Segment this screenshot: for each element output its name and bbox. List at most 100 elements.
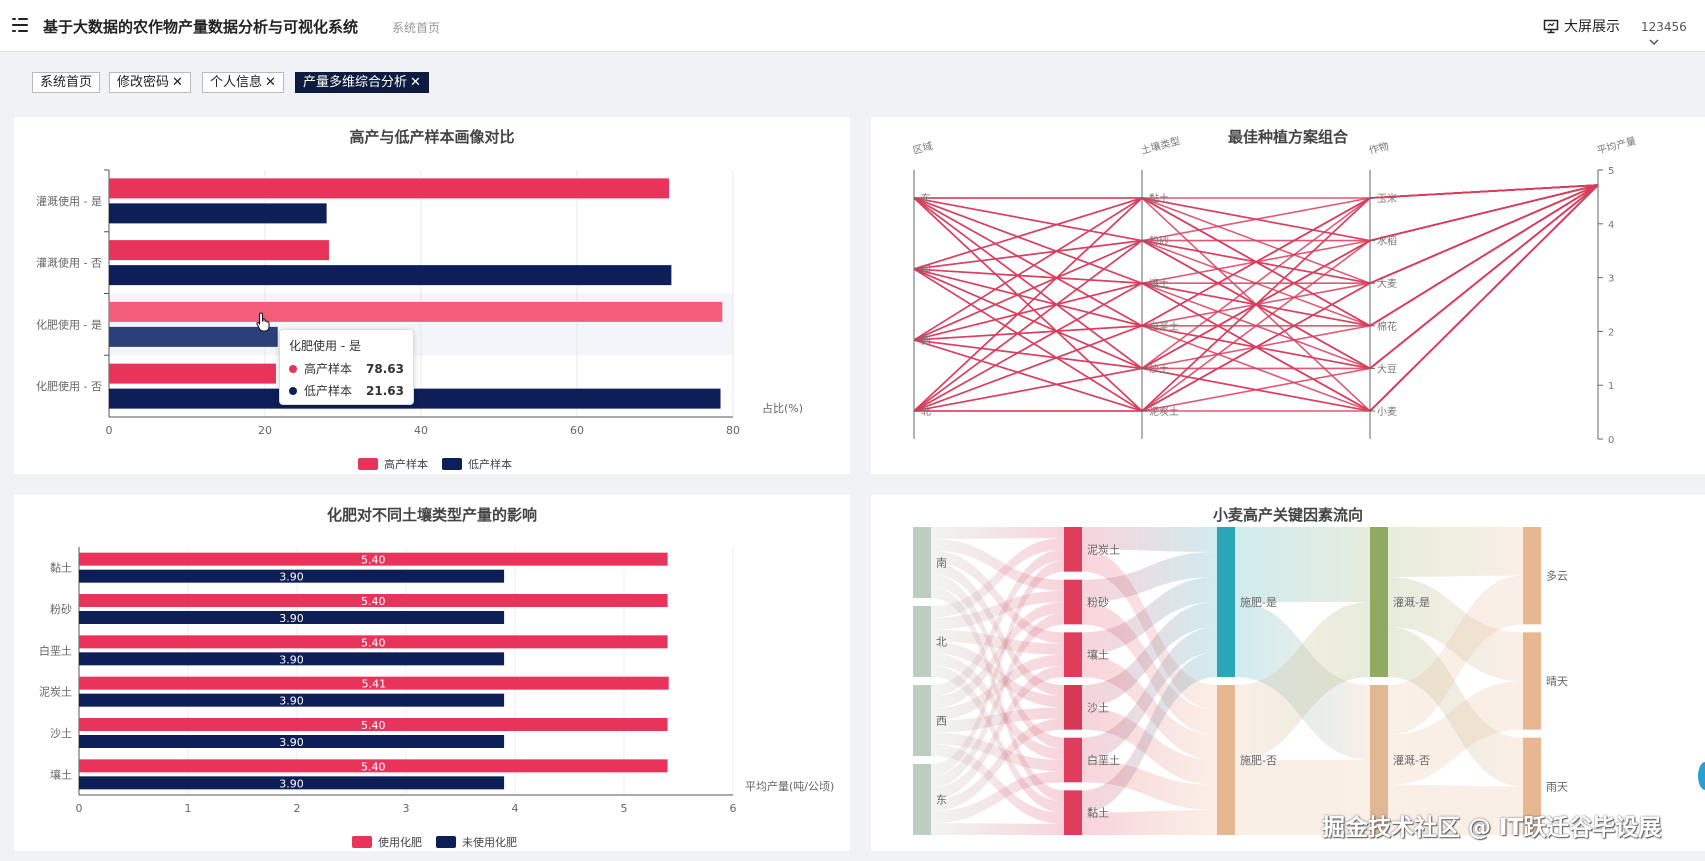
sankey-node-label: 壤土 bbox=[1087, 648, 1109, 662]
sankey-node-label: 北 bbox=[936, 636, 947, 649]
panel-fertilizer-soil: 化肥对不同土壤类型产量的影响 0 1 2 3 4 5 6 平均产量(吨/公顷) 黏土 5.40 3.… bbox=[14, 495, 850, 851]
y-tick-label: 化肥使用 - 是 bbox=[36, 317, 102, 331]
bar-data-label: 5.40 bbox=[361, 760, 386, 773]
sankey-flow bbox=[931, 538, 1064, 618]
bar-data-label: 3.90 bbox=[279, 695, 304, 708]
menu-toggle-icon[interactable] bbox=[12, 18, 28, 32]
tab-personal-info[interactable]: 个人信息 ✕ bbox=[202, 72, 284, 93]
sankey-node-label: 施肥-否 bbox=[1240, 754, 1277, 767]
user-menu[interactable]: 123456 bbox=[1641, 20, 1705, 48]
sankey-node-label: 灌溉-否 bbox=[1393, 754, 1430, 767]
tab-label: 产量多维综合分析 bbox=[303, 75, 408, 90]
sankey-flow bbox=[931, 574, 1064, 749]
fertilizer-soil-chart: 0 1 2 3 4 5 6 平均产量(吨/公顷) 黏土 5.40 3.90 粉砂 5.40 3.90 白垩土… bbox=[39, 547, 834, 815]
sankey-node bbox=[1370, 685, 1388, 835]
y-tick-label: 灌溉使用 - 是 bbox=[36, 195, 102, 208]
sankey-node-label: 雨天 bbox=[1546, 780, 1568, 793]
tooltip-row: 高产样本 78.63 bbox=[289, 360, 404, 377]
sankey-node-label: 泥炭土 bbox=[1087, 543, 1120, 556]
value-tick-label: 4 bbox=[1608, 220, 1614, 231]
close-icon[interactable]: ✕ bbox=[410, 75, 421, 90]
bar-data-label: 3.90 bbox=[279, 777, 304, 790]
monitor-icon bbox=[1543, 19, 1559, 33]
bar-data-label: 5.40 bbox=[361, 595, 386, 608]
axis-name: 区域 bbox=[911, 139, 934, 157]
tab-label: 修改密码 bbox=[117, 75, 170, 90]
bar bbox=[109, 363, 276, 384]
chart-legend: 使用化肥 未使用化肥 bbox=[352, 834, 517, 850]
bar-data-label: 3.90 bbox=[279, 736, 304, 749]
category-label: 白垩土 bbox=[1149, 320, 1179, 333]
close-icon[interactable]: ✕ bbox=[172, 75, 183, 90]
sankey-flow bbox=[1082, 627, 1217, 760]
bar bbox=[109, 265, 672, 286]
panel-wheat-sankey: 小麦高产关键因素流向 南北西东 泥炭土 粉砂 壤土 沙土 白垩土 黏土 施肥-是 施肥-否 灌溉-… bbox=[871, 495, 1705, 851]
bar bbox=[109, 178, 670, 199]
sankey-flow bbox=[1388, 627, 1523, 787]
sankey-node bbox=[1523, 527, 1541, 625]
sankey-flow bbox=[1082, 652, 1217, 813]
tab-yield-analysis[interactable]: 产量多维综合分析 ✕ bbox=[295, 72, 429, 93]
tab-home[interactable]: 系统首页 bbox=[32, 72, 101, 93]
sankey-flow bbox=[931, 718, 1064, 812]
bar bbox=[79, 735, 505, 748]
category-label: 玉米 bbox=[1377, 192, 1397, 205]
category-label: 壤土 bbox=[1149, 277, 1169, 290]
sankey-flow bbox=[931, 653, 1064, 760]
y-tick-label: 黏土 bbox=[50, 561, 72, 575]
axis-name: 土壤类型 bbox=[1139, 134, 1181, 157]
floating-help-button[interactable] bbox=[1698, 762, 1705, 790]
sankey-flow bbox=[1082, 760, 1217, 810]
sankey-node-label: 晴天 bbox=[1546, 675, 1568, 688]
category-label: 沙土 bbox=[1149, 362, 1169, 375]
series-line bbox=[913, 184, 1599, 242]
chart-tooltip: 化肥使用 - 是 高产样本 78.63 低产样本 21.63 bbox=[279, 329, 414, 405]
tooltip-series-name: 高产样本 bbox=[304, 362, 353, 376]
legend-label[interactable]: 使用化肥 bbox=[378, 836, 422, 849]
sankey-flow bbox=[931, 744, 1064, 824]
y-tick-label: 白垩土 bbox=[39, 643, 72, 657]
bar bbox=[79, 676, 669, 690]
bar-data-label: 5.40 bbox=[361, 554, 386, 567]
sankey-node bbox=[913, 606, 931, 677]
sankey-flow bbox=[931, 602, 1064, 709]
x-tick-label: 3 bbox=[403, 802, 410, 815]
axis-name: 平均产量 bbox=[1595, 134, 1637, 157]
big-screen-label: 大屏展示 bbox=[1564, 19, 1620, 35]
category-label: 水稻 bbox=[1377, 236, 1397, 248]
sankey-node bbox=[1064, 579, 1082, 625]
legend-label[interactable]: 高产样本 bbox=[384, 458, 428, 471]
chart-title: 最佳种植方案组合 bbox=[1227, 128, 1348, 146]
sankey-flow bbox=[931, 771, 1064, 824]
legend-label[interactable]: 低产样本 bbox=[468, 458, 512, 471]
sankey-flow bbox=[931, 590, 1064, 630]
top-header: 基于大数据的农作物产量数据分析与可视化系统 系统首页 大屏展示 123456 bbox=[0, 0, 1705, 52]
sankey-node bbox=[1064, 527, 1082, 572]
category-label: 东 bbox=[921, 192, 931, 205]
legend-swatch bbox=[352, 836, 372, 848]
sankey-flow bbox=[1388, 681, 1523, 785]
close-icon[interactable]: ✕ bbox=[265, 75, 276, 90]
sankey-flow bbox=[931, 665, 1064, 800]
sankey-node bbox=[1523, 737, 1541, 835]
sankey-flow bbox=[1235, 602, 1370, 760]
sankey-node-label: 西 bbox=[936, 715, 947, 728]
value-tick-label: 5 bbox=[1608, 166, 1614, 177]
sankey-flow bbox=[1082, 552, 1217, 602]
category-label: 黏土 bbox=[1149, 192, 1169, 205]
sankey-node bbox=[1064, 790, 1082, 835]
bar bbox=[109, 240, 329, 261]
panel-high-low-profile: 高产与低产样本画像对比 0 20 40 60 80 占比(%) 灌溉使用 - 是灌溉使用 -… bbox=[14, 117, 850, 474]
axis-name: 作物 bbox=[1367, 139, 1390, 157]
tab-change-password[interactable]: 修改密码 ✕ bbox=[109, 72, 191, 93]
x-tick-label: 2 bbox=[294, 802, 301, 815]
value-tick-label: 1 bbox=[1608, 381, 1614, 392]
value-tick-label: 3 bbox=[1608, 274, 1614, 285]
value-tick-label: 2 bbox=[1608, 327, 1614, 338]
legend-label[interactable]: 未使用化肥 bbox=[462, 836, 517, 849]
big-screen-button[interactable]: 大屏展示 bbox=[1543, 16, 1620, 36]
breadcrumb[interactable]: 系统首页 bbox=[392, 21, 441, 35]
sankey-node bbox=[913, 764, 931, 835]
x-tick-label: 80 bbox=[726, 424, 740, 437]
